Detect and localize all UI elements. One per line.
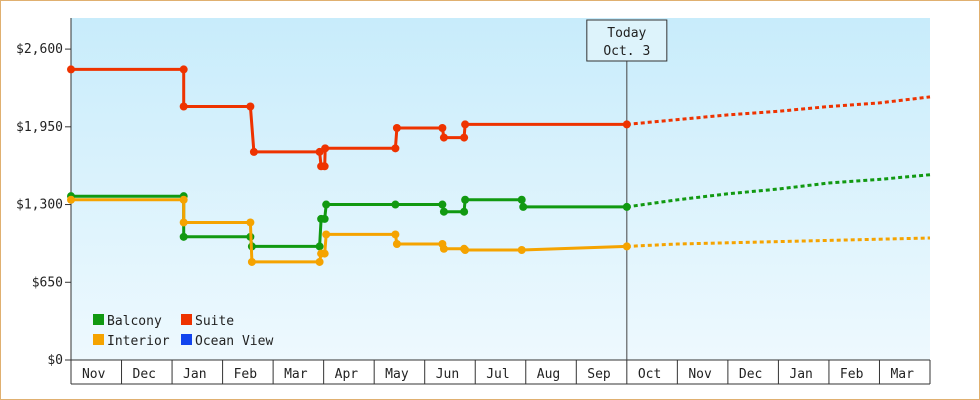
- interior-data-point: [322, 230, 331, 239]
- suite-data-point: [391, 144, 400, 153]
- x-tick-label: Oct: [638, 367, 661, 382]
- x-tick-label: Feb: [840, 367, 864, 382]
- balcony-data-point: [438, 200, 447, 209]
- x-tick-label: Dec: [739, 367, 762, 382]
- y-tick-label: $1,950: [16, 120, 63, 135]
- suite-series-line: [71, 67, 627, 168]
- interior-data-point: [622, 242, 631, 251]
- x-tick-label: Jul: [486, 367, 509, 382]
- balcony-data-point: [622, 202, 631, 211]
- x-tick-label: May: [385, 367, 409, 382]
- balcony-data-point: [179, 232, 188, 241]
- x-tick-label: Sep: [587, 367, 611, 382]
- interior-data-point: [439, 244, 448, 253]
- y-tick-label: $2,600: [16, 42, 63, 57]
- y-tick-label: $1,300: [16, 198, 63, 213]
- legend: Balcony Suite Interior Ocean View: [93, 314, 273, 349]
- legend-label-interior: Interior: [107, 334, 170, 349]
- interior-data-point: [246, 218, 255, 227]
- legend-swatch-interior: [93, 334, 104, 345]
- legend-swatch-suite: [181, 314, 192, 325]
- balcony-data-point: [320, 214, 329, 223]
- x-tick-label: Jan: [183, 367, 206, 382]
- today-marker: Today Oct. 3: [586, 19, 668, 360]
- suite-data-point: [392, 124, 401, 133]
- suite-data-point: [67, 65, 75, 74]
- y-tick-label: $650: [32, 275, 63, 290]
- legend-label-suite: Suite: [195, 314, 234, 329]
- suite-data-point: [249, 147, 258, 156]
- x-tick-label: Jan: [789, 367, 812, 382]
- balcony-data-point: [439, 207, 448, 216]
- balcony-data-point: [460, 207, 469, 216]
- balcony-data-point: [517, 195, 526, 204]
- interior-data-point: [315, 257, 324, 266]
- interior-data-point: [392, 240, 401, 249]
- x-axis: Nov Dec Jan Feb Mar Apr May Jun Jul Aug Sep Oct Nov D…: [70, 359, 931, 385]
- today-date-label: Oct. 3: [603, 44, 650, 59]
- suite-data-point: [460, 133, 469, 142]
- suite-data-point: [246, 102, 255, 111]
- x-tick-label: Dec: [133, 367, 156, 382]
- suite-forecast-line: [626, 95, 931, 126]
- y-axis: $0 $650 $1,300 $1,950 $2,600: [16, 18, 72, 384]
- interior-data-point: [247, 257, 256, 266]
- x-tick-label: Nov: [688, 367, 712, 382]
- x-tick-label: Jun: [436, 367, 459, 382]
- balcony-forecast-line: [626, 173, 931, 209]
- interior-data-point: [320, 249, 329, 258]
- interior-data-point: [179, 218, 188, 227]
- today-label: Today: [607, 26, 646, 41]
- interior-data-point: [461, 245, 470, 254]
- x-tick-label: Mar: [890, 367, 914, 382]
- interior-data-point: [391, 230, 400, 239]
- suite-data-point: [622, 120, 631, 129]
- legend-label-ocean-view: Ocean View: [195, 334, 273, 349]
- legend-swatch-ocean-view: [181, 334, 192, 345]
- x-tick-label: Aug: [537, 367, 560, 382]
- x-tick-label: Nov: [82, 367, 106, 382]
- suite-data-point: [321, 144, 330, 153]
- y-tick-label: $0: [47, 353, 63, 368]
- interior-data-point: [67, 195, 75, 204]
- balcony-data-point: [391, 200, 400, 209]
- suite-data-point: [461, 120, 470, 129]
- suite-data-point: [179, 102, 188, 111]
- series-lines: [67, 65, 931, 266]
- balcony-data-point: [519, 202, 528, 211]
- x-tick-label: Apr: [335, 367, 359, 382]
- interior-data-point: [517, 245, 526, 254]
- interior-data-point: [179, 195, 188, 204]
- balcony-data-point: [322, 200, 331, 209]
- balcony-data-point: [315, 242, 324, 251]
- suite-data-point: [439, 133, 448, 142]
- legend-label-balcony: Balcony: [107, 314, 162, 329]
- plot-area: [71, 18, 930, 360]
- suite-data-point: [179, 65, 188, 74]
- suite-data-point: [320, 162, 329, 171]
- today-box: [586, 19, 668, 62]
- x-tick-label: Mar: [284, 367, 308, 382]
- x-tick-label: Feb: [234, 367, 258, 382]
- legend-swatch-balcony: [93, 314, 104, 325]
- balcony-data-point: [461, 195, 470, 204]
- interior-forecast-line: [626, 236, 931, 248]
- suite-data-point: [438, 124, 447, 133]
